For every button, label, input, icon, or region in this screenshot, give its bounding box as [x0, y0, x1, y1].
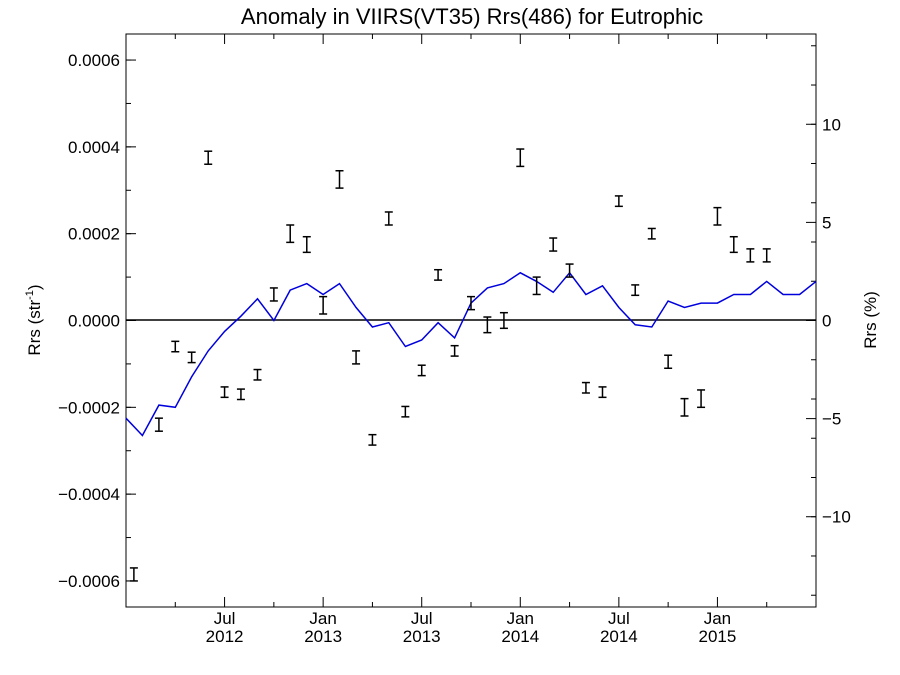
- series-layer: [125, 148, 817, 582]
- error-bar: [352, 350, 361, 365]
- plot-area: 0.0006 0.0004 0.0002 0.0000 −0.0002 −0.0004 −0…: [58, 33, 851, 646]
- error-bar: [286, 224, 295, 244]
- x-tick-month: Jul: [214, 609, 236, 628]
- y-axis-label-left-sup: -1: [24, 290, 36, 300]
- y-axis-label-left-tail: ): [25, 284, 44, 290]
- error-bar: [269, 287, 278, 302]
- y-right-tick-label: −10: [822, 508, 851, 527]
- x-tick-month: Jan: [309, 609, 336, 628]
- error-bar: [434, 268, 443, 281]
- x-tick-year: 2014: [600, 627, 638, 646]
- error-bar: [614, 195, 623, 208]
- y-left-tick-label: −0.0002: [58, 398, 120, 417]
- error-bar: [483, 316, 492, 334]
- error-bar: [647, 227, 656, 240]
- error-bar: [450, 344, 459, 357]
- y-right-tick-label: 0: [822, 312, 831, 331]
- error-bar: [581, 381, 590, 394]
- y-left-tick-label: −0.0006: [58, 572, 120, 591]
- x-tick-month: Jan: [704, 609, 731, 628]
- y-right-axis: 10 5 0 −5 −10: [806, 45, 851, 596]
- y-left-axis: 0.0006 0.0004 0.0002 0.0000 −0.0002 −0.0004 −0…: [58, 51, 136, 591]
- error-bar: [565, 263, 574, 278]
- error-bar: [302, 235, 311, 254]
- error-bar: [335, 169, 344, 189]
- y-right-tick-label: −5: [822, 410, 841, 429]
- error-bar: [236, 388, 245, 401]
- y-right-tick-label: 5: [822, 213, 831, 232]
- x-tick-year: 2012: [206, 627, 244, 646]
- y-left-tick-label: 0.0006: [68, 51, 120, 70]
- error-bar: [384, 211, 393, 226]
- x-tick-year: 2013: [304, 627, 342, 646]
- error-bar: [129, 567, 138, 582]
- y-left-tick-label: 0.0004: [68, 138, 120, 157]
- error-bar: [204, 150, 213, 165]
- error-bar: [499, 311, 508, 330]
- error-bar: [549, 237, 558, 252]
- error-bar: [631, 284, 640, 297]
- error-bar: [187, 351, 196, 364]
- error-bar: [220, 386, 229, 399]
- x-tick-year: 2015: [699, 627, 737, 646]
- error-bar: [417, 364, 426, 377]
- error-bar: [680, 397, 689, 417]
- error-bar: [467, 295, 475, 311]
- x-axis: Jul2012Jan2013Jul2013Jan2014Jul2014Jan20…: [174, 34, 768, 646]
- x-tick-year: 2013: [403, 627, 441, 646]
- x-tick-month: Jan: [507, 609, 534, 628]
- x-tick-month: Jul: [608, 609, 630, 628]
- error-bar: [368, 433, 377, 446]
- error-bar: [762, 248, 771, 263]
- error-bar: [516, 148, 525, 168]
- error-bar: [598, 386, 607, 399]
- error-bar: [713, 206, 722, 226]
- y-left-tick-label: 0.0002: [68, 225, 120, 244]
- chart-title: Anomaly in VIIRS(VT35) Rrs(486) for Eutr…: [241, 4, 703, 29]
- error-bar: [171, 340, 180, 353]
- y-right-tick-label: 10: [822, 115, 841, 134]
- y-axis-label-right: Rrs (%): [861, 291, 880, 349]
- error-bar: [532, 276, 541, 296]
- y-left-tick-label: −0.0004: [58, 485, 120, 504]
- error-bar: [154, 417, 163, 432]
- error-bar: [319, 295, 328, 315]
- error-bar: [253, 368, 262, 381]
- x-tick-month: Jul: [411, 609, 433, 628]
- y-axis-label-left-main: Rrs (str: [25, 300, 44, 356]
- error-bar: [746, 248, 755, 263]
- error-bar: [697, 389, 706, 409]
- x-tick-year: 2014: [501, 627, 539, 646]
- error-bar: [664, 354, 673, 369]
- error-bar: [729, 235, 738, 254]
- error-bar: [401, 405, 410, 418]
- y-left-tick-label: 0.0000: [68, 312, 120, 331]
- y-axis-label-left: Rrs (str-1): [24, 284, 44, 355]
